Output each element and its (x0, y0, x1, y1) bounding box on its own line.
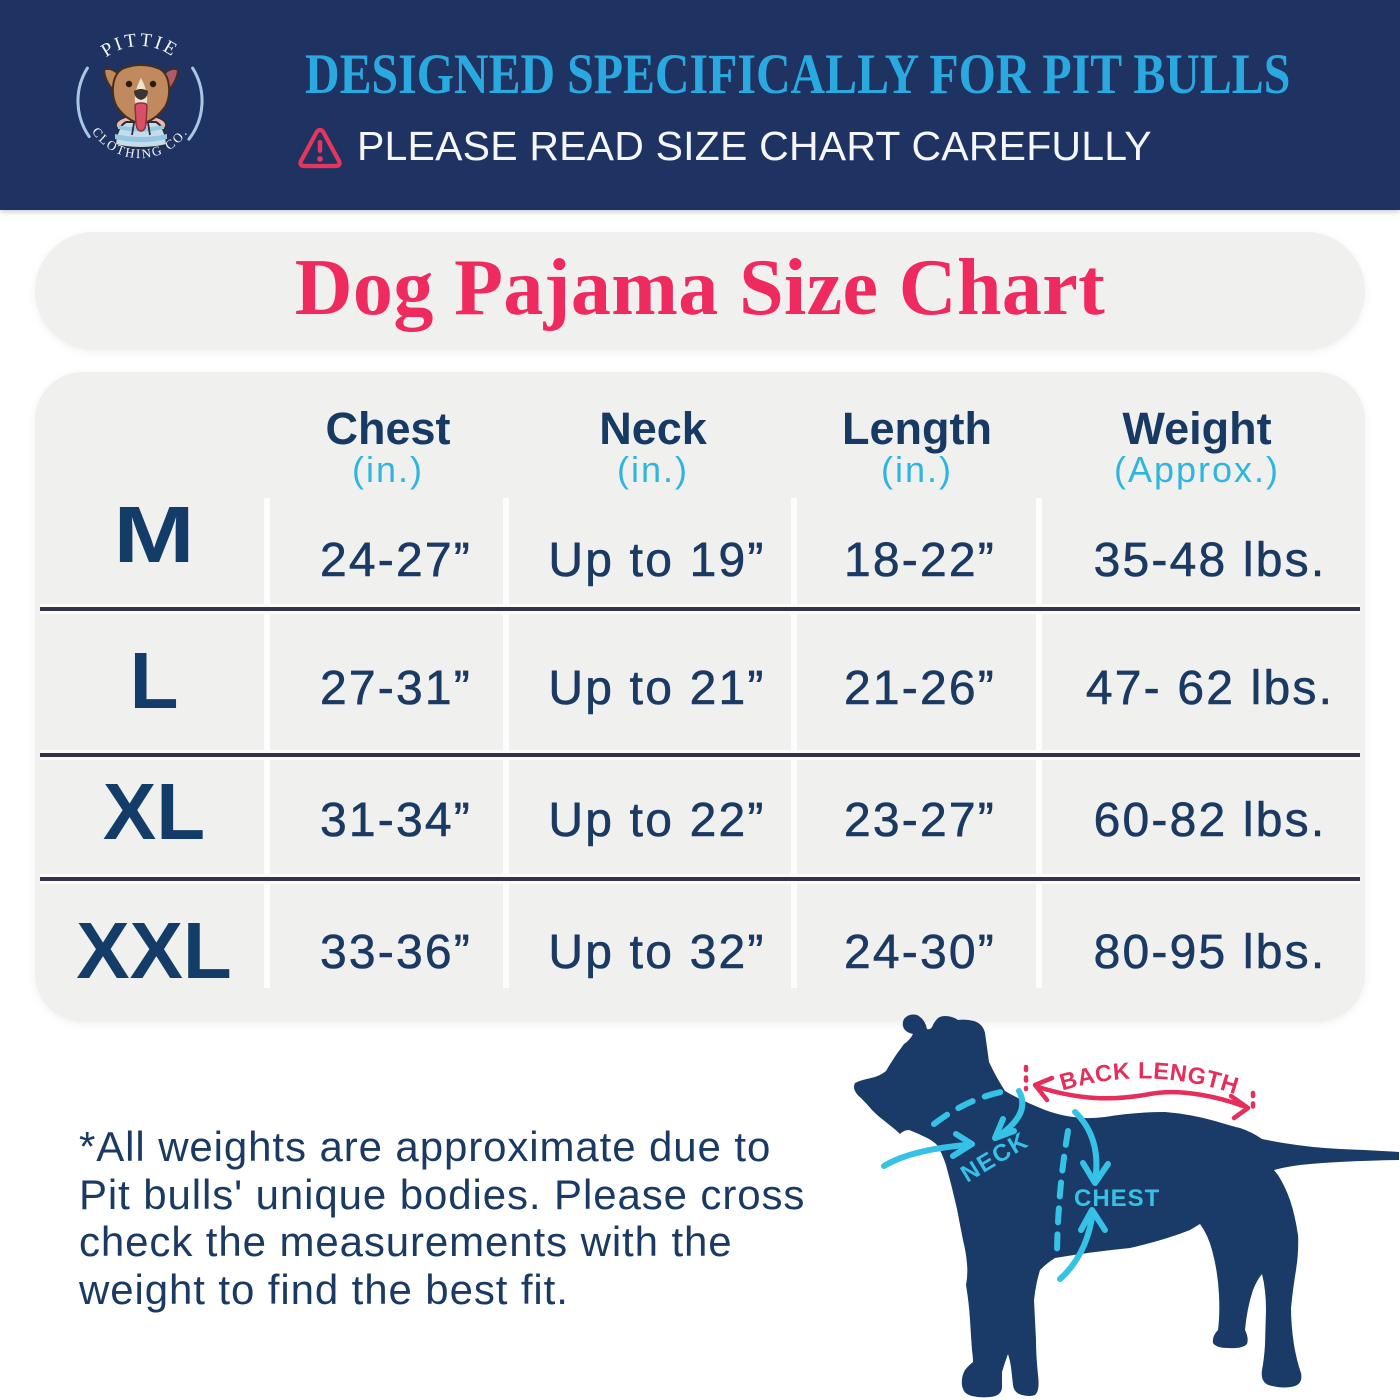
svg-text:PITTIE: PITTIE (98, 30, 183, 62)
svg-text:CHEST: CHEST (1074, 1185, 1160, 1212)
